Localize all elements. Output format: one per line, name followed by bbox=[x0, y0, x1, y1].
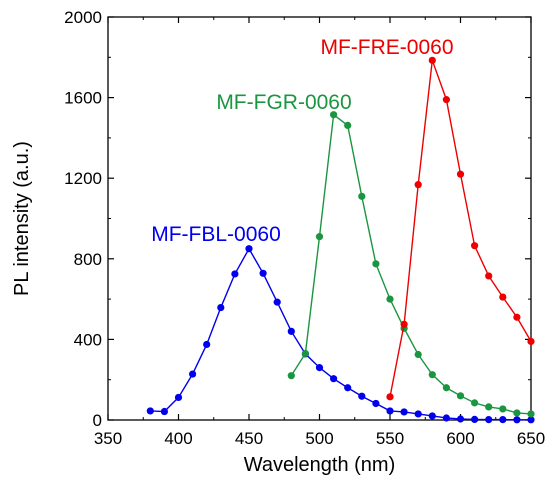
data-point bbox=[456, 170, 465, 178]
data-point bbox=[485, 403, 493, 411]
data-point bbox=[456, 415, 465, 423]
series-label: MF-FBL-0060 bbox=[151, 223, 281, 246]
data-point bbox=[456, 392, 465, 400]
data-point bbox=[203, 340, 211, 349]
data-point bbox=[442, 414, 450, 422]
x-tick-label: 650 bbox=[517, 429, 545, 448]
data-point bbox=[471, 242, 479, 250]
data-point bbox=[330, 111, 338, 119]
data-point bbox=[527, 416, 535, 424]
data-point bbox=[245, 245, 253, 253]
data-point bbox=[400, 408, 408, 416]
data-point bbox=[217, 303, 225, 312]
series-line bbox=[389, 60, 532, 397]
x-tick-label: 400 bbox=[164, 429, 192, 448]
data-point bbox=[527, 337, 535, 346]
data-point bbox=[527, 410, 535, 418]
x-tick-label: 600 bbox=[446, 429, 474, 448]
data-point bbox=[513, 313, 521, 321]
y-tick-label: 1200 bbox=[64, 169, 102, 188]
series-line bbox=[150, 247, 531, 421]
data-point bbox=[330, 375, 338, 383]
data-point bbox=[372, 260, 380, 268]
x-tick-label: 450 bbox=[235, 429, 263, 448]
y-tick-label: 0 bbox=[93, 411, 102, 430]
data-point bbox=[358, 392, 366, 400]
data-point bbox=[442, 96, 450, 104]
x-tick-label: 550 bbox=[376, 429, 404, 448]
data-point bbox=[259, 269, 267, 277]
data-point bbox=[344, 384, 352, 392]
data-point bbox=[513, 416, 521, 424]
data-point bbox=[471, 399, 479, 407]
data-point bbox=[231, 270, 239, 278]
data-point bbox=[386, 295, 394, 303]
data-point bbox=[189, 370, 197, 378]
data-point bbox=[287, 327, 295, 335]
data-point bbox=[372, 399, 380, 408]
data-point bbox=[414, 410, 422, 418]
plot-frame bbox=[107, 16, 532, 421]
axes: 350 400 450 500 550 600 650 0 400 800 1200 1600 2000 bbox=[64, 8, 545, 448]
data-point bbox=[428, 371, 436, 379]
y-tick-label: 800 bbox=[74, 250, 102, 269]
x-tick-label: 500 bbox=[305, 429, 333, 448]
data-point bbox=[174, 393, 183, 402]
series-MF-FRE-0060 bbox=[386, 56, 535, 401]
data-point bbox=[301, 349, 309, 358]
y-tick-label: 2000 bbox=[64, 8, 102, 27]
x-tick-label: 350 bbox=[94, 429, 122, 448]
data-point bbox=[386, 407, 394, 415]
series-label: MF-FRE-0060 bbox=[320, 36, 453, 59]
data-point bbox=[315, 364, 324, 372]
data-point bbox=[499, 415, 507, 424]
data-point bbox=[414, 350, 422, 359]
series-labels: MF-FBL-0060 MF-FGR-0060 MF-FRE-0060 bbox=[151, 36, 453, 246]
data-point bbox=[287, 372, 295, 380]
series-MF-FBL-0060 bbox=[146, 245, 535, 424]
data-point bbox=[485, 272, 493, 280]
data-point bbox=[146, 407, 154, 415]
data-point bbox=[499, 293, 507, 301]
y-tick-label: 400 bbox=[74, 330, 102, 349]
data-point bbox=[428, 412, 436, 420]
data-point bbox=[358, 192, 366, 200]
data-point bbox=[513, 409, 521, 417]
y-tick-label: 1600 bbox=[64, 89, 102, 108]
data-point bbox=[273, 298, 281, 306]
x-axis-title: Wavelength (nm) bbox=[244, 454, 396, 476]
data-point bbox=[471, 415, 479, 423]
data-point bbox=[386, 393, 394, 401]
series-label: MF-FGR-0060 bbox=[216, 91, 351, 114]
data-point bbox=[414, 181, 422, 189]
data-point bbox=[344, 121, 352, 130]
data-point bbox=[442, 384, 450, 392]
data-point bbox=[499, 405, 507, 413]
series-MF-FGR-0060 bbox=[287, 111, 535, 418]
data-point bbox=[315, 233, 324, 241]
series-line bbox=[290, 113, 532, 415]
data-point bbox=[428, 56, 436, 64]
data-point bbox=[160, 407, 168, 416]
y-axis-title: PL intensity (a.u.) bbox=[11, 141, 33, 296]
data-point bbox=[485, 415, 493, 424]
data-point bbox=[400, 320, 408, 328]
series-layer bbox=[146, 56, 535, 424]
